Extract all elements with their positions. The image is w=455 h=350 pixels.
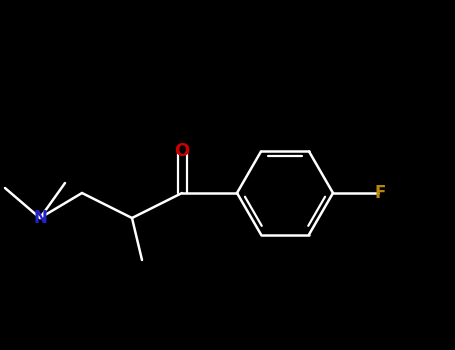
Text: F: F <box>374 184 386 202</box>
Text: O: O <box>174 142 190 160</box>
Text: N: N <box>33 209 47 227</box>
